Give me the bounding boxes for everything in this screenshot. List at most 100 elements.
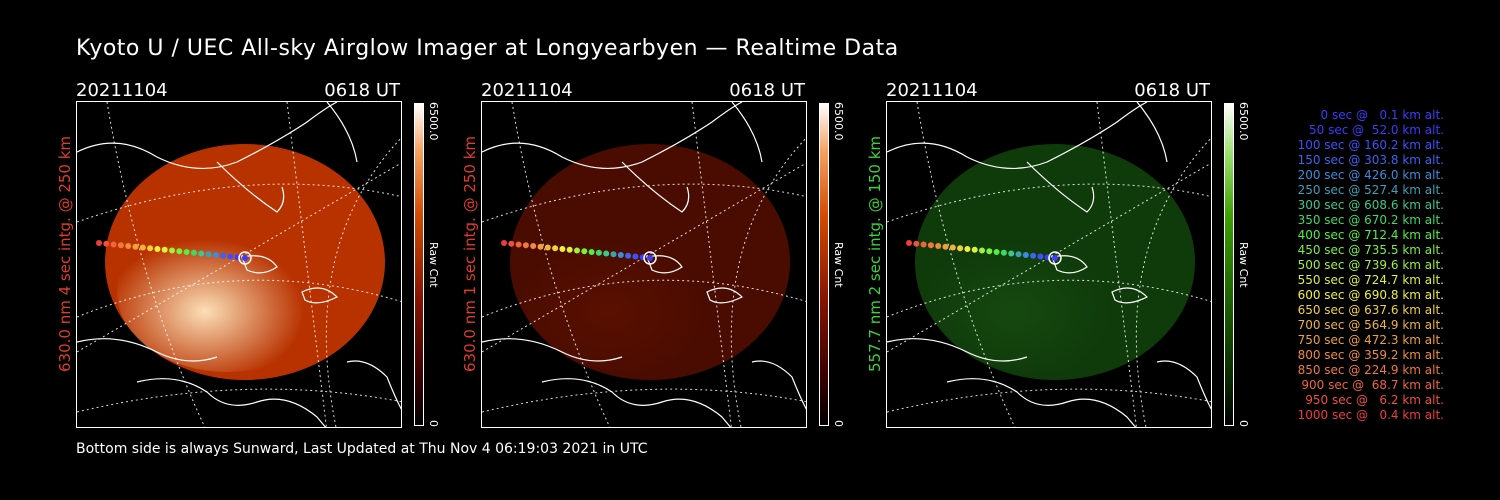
legend-row: 250 sec @ 527.4 km alt. (1297, 183, 1444, 197)
panel-time: 0618 UT (1134, 80, 1210, 101)
panel-date: 20211104 (481, 80, 573, 101)
panel-date: 20211104 (76, 80, 168, 101)
trajectory-dot (1037, 253, 1044, 260)
trajectory-dot (1052, 255, 1058, 261)
trajectory-dot (508, 240, 515, 247)
trajectory-dot (1000, 249, 1007, 256)
colorbar-min-label: 0 (832, 420, 845, 427)
trajectory-dot (647, 255, 653, 261)
legend-row: 400 sec @ 712.4 km alt. (1297, 228, 1444, 242)
legend-row: 450 sec @ 735.5 km alt. (1297, 243, 1444, 257)
trajectory-dot (927, 242, 934, 249)
trajectory-dot (949, 244, 956, 251)
legend-row: 200 sec @ 426.0 km alt. (1297, 168, 1444, 182)
panel-time: 0618 UT (729, 80, 805, 101)
panel-time: 0618 UT (324, 80, 400, 101)
legend-row: 950 sec @ 6.2 km alt. (1305, 393, 1444, 407)
station-marker (643, 251, 657, 265)
colorbar (819, 103, 829, 426)
legend-row: 650 sec @ 637.6 km alt. (1297, 303, 1444, 317)
station-marker (1048, 251, 1062, 265)
trajectory-dot (595, 249, 602, 256)
trajectory-dot (906, 240, 912, 246)
trajectory-dot (530, 243, 537, 249)
trajectory-dot (603, 250, 610, 257)
panel-date: 20211104 (886, 80, 978, 101)
trajectory-dot (544, 244, 551, 251)
trajectory-dot (552, 245, 559, 252)
allsky-image-frame (886, 101, 1212, 428)
trajectory-dot (169, 247, 175, 254)
legend-row: 150 sec @ 303.8 km alt. (1297, 153, 1444, 167)
trajectory-dot (537, 243, 544, 250)
trajectory-dot (103, 240, 110, 247)
trajectory-dot (920, 241, 927, 248)
colorbar-max-label: 6500.0 (1237, 102, 1250, 141)
allsky-image (887, 102, 1211, 427)
trajectory-dot (1015, 251, 1022, 258)
trajectory-dot (971, 246, 978, 253)
footer-status: Bottom side is always Sunward, Last Upda… (76, 441, 648, 457)
trajectory-dot (942, 243, 949, 250)
trajectory-dot (625, 252, 632, 259)
trajectory-legend: 0 sec @ 0.1 km alt. 50 sec @ 52.0 km alt.… (1266, 108, 1444, 423)
trajectory-dot (205, 251, 212, 258)
trajectory-dot (515, 241, 522, 248)
colorbar (1224, 103, 1234, 426)
allsky-image (77, 102, 401, 427)
trajectory-dot (993, 249, 1000, 255)
trajectory-dot (212, 252, 219, 258)
colorbar-min-label: 0 (427, 420, 440, 427)
allsky-image (482, 102, 806, 427)
colorbar (414, 103, 424, 426)
legend-row: 100 sec @ 160.2 km alt. (1297, 138, 1444, 152)
trajectory-dot (574, 247, 580, 254)
trajectory-dot (176, 248, 183, 255)
colorbar-max-label: 6500.0 (427, 102, 440, 141)
trajectory-dot (183, 249, 190, 255)
trajectory-dot (617, 252, 624, 258)
colorbar-unit-label: Raw Cnt (427, 242, 440, 288)
panel-side-label: 630.0 nm 1 sec intg. @ 250 km (461, 135, 479, 372)
trajectory-dot (125, 243, 132, 249)
trajectory-dot (220, 252, 227, 259)
trajectory-dot (957, 245, 964, 252)
colorbar-unit-label: Raw Cnt (832, 242, 845, 288)
trajectory-dot (566, 246, 573, 253)
trajectory-dot (1008, 250, 1015, 257)
trajectory-dot (559, 246, 566, 252)
legend-row: 550 sec @ 724.7 km alt. (1297, 273, 1444, 287)
legend-row: 900 sec @ 68.7 km alt. (1301, 378, 1444, 392)
legend-row: 850 sec @ 224.9 km alt. (1297, 363, 1444, 377)
legend-row: 700 sec @ 564.9 km alt. (1297, 318, 1444, 332)
panel-side-label: 557.7 nm 2 sec intg. @ 150 km (866, 135, 884, 372)
legend-row: 50 sec @ 52.0 km alt. (1309, 123, 1444, 137)
legend-row: 600 sec @ 690.8 km alt. (1297, 288, 1444, 302)
trajectory-dot (161, 246, 168, 253)
trajectory-dot (154, 246, 161, 252)
trajectory-dot (96, 240, 102, 246)
trajectory-dot (522, 242, 529, 249)
legend-row: 500 sec @ 739.6 km alt. (1297, 258, 1444, 272)
trajectory-dot (935, 243, 942, 249)
trajectory-dot (588, 249, 595, 255)
trajectory-dot (132, 243, 139, 250)
legend-row: 0 sec @ 0.1 km alt. (1320, 108, 1445, 122)
trajectory-dot (110, 241, 117, 248)
legend-row: 1000 sec @ 0.4 km alt. (1297, 408, 1444, 422)
allsky-image-frame (481, 101, 807, 428)
trajectory-dot (964, 246, 971, 252)
trajectory-dot (190, 249, 197, 256)
trajectory-dot (1030, 252, 1037, 259)
trajectory-dot (117, 242, 124, 249)
panel-side-label: 630.0 nm 4 sec intg. @ 250 km (56, 135, 74, 372)
legend-row: 350 sec @ 670.2 km alt. (1297, 213, 1444, 227)
trajectory-dot (227, 253, 234, 260)
trajectory-dot (632, 253, 639, 260)
colorbar-min-label: 0 (1237, 420, 1250, 427)
legend-row: 750 sec @ 472.3 km alt. (1297, 333, 1444, 347)
colorbar-max-label: 6500.0 (832, 102, 845, 141)
trajectory-dot (986, 248, 993, 255)
trajectory-dot (1022, 252, 1029, 258)
station-marker (238, 251, 252, 265)
